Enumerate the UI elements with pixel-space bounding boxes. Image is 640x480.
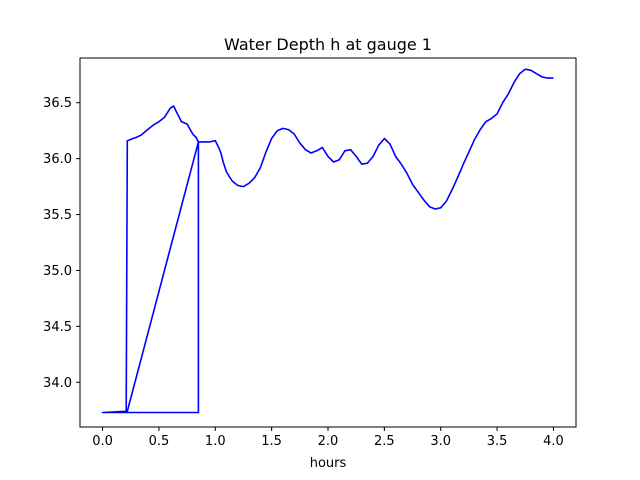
x-tick-label: 3.5 (487, 434, 508, 449)
x-tick-label: 0.0 (92, 434, 113, 449)
y-tick-label: 35.0 (43, 264, 72, 279)
x-tick-label: 0.5 (149, 434, 170, 449)
x-tick-label: 2.5 (374, 434, 395, 449)
x-axis: 0.0 0.5 1.0 1.5 2.0 2.5 3.0 3.5 4.0 (92, 427, 564, 449)
y-tick-label: 36.0 (43, 152, 72, 167)
x-tick-label: 1.5 (261, 434, 282, 449)
x-axis-label: hours (310, 456, 347, 471)
y-tick-label: 34.0 (43, 376, 72, 391)
y-axis: 34.0 34.5 35.0 35.5 36.0 36.5 (43, 96, 80, 391)
y-tick-label: 36.5 (43, 96, 72, 111)
x-tick-label: 1.0 (205, 434, 226, 449)
chart-title: Water Depth h at gauge 1 (224, 35, 432, 54)
x-tick-label: 3.0 (430, 434, 451, 449)
y-tick-label: 35.5 (43, 208, 72, 223)
x-tick-label: 4.0 (543, 434, 564, 449)
series-line-0 (101, 68, 554, 414)
y-tick-label: 34.5 (43, 320, 72, 335)
x-tick-label: 2.0 (318, 434, 339, 449)
